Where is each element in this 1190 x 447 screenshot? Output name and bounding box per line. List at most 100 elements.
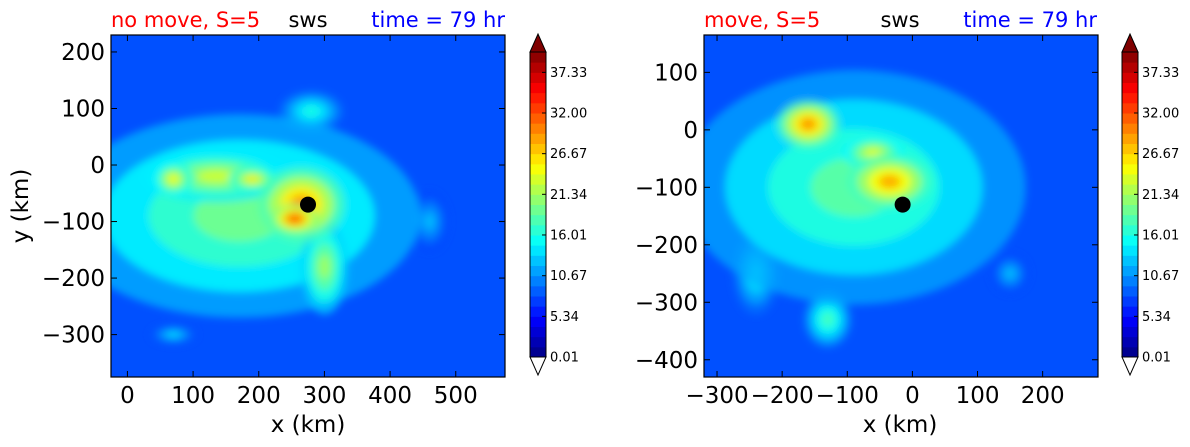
panel-2-y-tick-label: −300 — [635, 290, 698, 316]
colorbar-2-band — [1122, 245, 1138, 256]
panel-2-contour-blob — [1005, 268, 1015, 279]
colorbar-1-band — [530, 255, 546, 266]
panel-1-title-left: no move, S=5 — [111, 8, 260, 32]
panel-2-y-tick-label: −100 — [635, 175, 698, 201]
colorbar-1-band — [530, 316, 546, 327]
colorbar-2-frame — [1121, 51, 1139, 358]
panel-2-frame — [703, 34, 1099, 378]
panel-1-y-tick-label: 100 — [61, 96, 105, 122]
panel-1-y-axis-label: y (km) — [8, 169, 34, 244]
panel-1-title-center: sws — [288, 8, 327, 32]
colorbar-2-tick-label: 21.34 — [1142, 188, 1179, 203]
panel-1-x-tick-label: 300 — [302, 383, 346, 409]
panel-1-x-tick-label: 400 — [368, 383, 412, 409]
panel-1-y-tick-label: −100 — [42, 210, 105, 236]
colorbar-2-band — [1122, 174, 1138, 185]
panel-1-frame — [110, 34, 506, 378]
colorbar-1-band — [530, 296, 546, 307]
panel-1-x-tick-label: 200 — [237, 383, 281, 409]
panel-2-title-left: move, S=5 — [704, 8, 820, 32]
panel-2-x-tick-label: 200 — [1021, 383, 1065, 409]
colorbar-1-band — [530, 113, 546, 124]
colorbar-2-band — [1122, 204, 1138, 216]
colorbar-1-band — [530, 245, 546, 256]
colorbar-2-band — [1122, 92, 1138, 104]
colorbar-1-band — [530, 235, 546, 246]
colorbar-2-band — [1122, 336, 1138, 348]
colorbar-2-tick-label: 10.67 — [1142, 269, 1179, 284]
colorbar-1-band — [530, 133, 546, 144]
panel-1-y-tick-label: −200 — [42, 266, 105, 292]
panel-1-contour-blob — [246, 176, 259, 183]
colorbar-1: 37.33 32.00 26.67 21.34 16.01 10.67 5.34 0.01 — [529, 32, 587, 377]
panel-2-x-axis-label: x (km) — [863, 412, 938, 438]
panel-1-contour-blob — [168, 174, 179, 184]
colorbar-2-band — [1122, 235, 1138, 246]
colorbar-2-tick-label: 5.34 — [1142, 310, 1171, 325]
colorbar-2-band — [1122, 316, 1138, 327]
colorbar-1-band — [530, 143, 546, 155]
panel-1: no move, S=5 sws time = 79 hr 0 100 200 300… — [8, 8, 506, 438]
panel-2-x-tick-label: 100 — [956, 383, 1000, 409]
colorbar-2-band — [1122, 214, 1138, 226]
colorbar-2-tick-label: 16.01 — [1142, 228, 1179, 243]
panel-1-contour-blob — [303, 106, 320, 117]
colorbar-2-band — [1122, 224, 1138, 236]
colorbar-2-max-extension — [1121, 32, 1139, 53]
colorbar-2-band — [1122, 275, 1138, 287]
colorbar-1-band — [530, 123, 546, 134]
colorbar-1-band — [530, 265, 546, 277]
colorbar-2-band — [1122, 102, 1138, 114]
colorbar-2-band — [1122, 306, 1138, 317]
colorbar-1-min-extension — [529, 356, 547, 377]
panel-1-contour-blob — [167, 331, 180, 338]
panel-1-contour-blob — [318, 254, 331, 279]
colorbar-1-band — [530, 285, 546, 297]
colorbar-2-tick-label: 37.33 — [1142, 66, 1179, 81]
colorbar-1-tick-label: 16.01 — [550, 228, 587, 243]
colorbar-1-tick-label: 21.34 — [550, 188, 587, 203]
colorbar-2-band — [1122, 326, 1138, 338]
panel-2-contour-blob — [800, 118, 817, 131]
colorbar-1-band — [530, 102, 546, 114]
panel-2-y-tick-label: 100 — [654, 60, 698, 86]
colorbar-2-band — [1122, 184, 1138, 195]
panel-2-x-tick-label: −100 — [816, 383, 879, 409]
colorbar-1-band — [530, 224, 546, 236]
colorbar-2-band — [1122, 52, 1138, 63]
colorbar-1-band — [530, 92, 546, 104]
colorbar-2-band — [1122, 265, 1138, 277]
colorbar-1-band — [530, 52, 546, 63]
colorbar-2-tick-label: 32.00 — [1142, 107, 1179, 122]
colorbar-1-tick-label: 5.34 — [550, 310, 579, 325]
panel-1-contour-blob — [288, 214, 301, 223]
panel-1-x-tick-label: 100 — [171, 383, 215, 409]
colorbar-1-frame — [529, 51, 547, 358]
colorbar-2-band — [1122, 72, 1138, 83]
panel-2-y-tick-label: −400 — [635, 348, 698, 374]
colorbar-2: 37.33 32.00 26.67 21.34 16.01 10.67 5.34 0.01 — [1121, 32, 1179, 377]
panel-2-title-right: time = 79 hr — [963, 8, 1097, 32]
panel-2-contour-blob — [865, 148, 882, 158]
panel-2-storm-center-marker — [894, 196, 911, 213]
colorbar-1-band — [530, 184, 546, 195]
panel-1-x-axis-label: x (km) — [271, 412, 346, 438]
colorbar-1-max-extension — [529, 32, 547, 53]
colorbar-2-min-extension — [1121, 356, 1139, 377]
colorbar-1-tick-label: 26.67 — [550, 147, 587, 162]
colorbar-1-band — [530, 62, 546, 73]
colorbar-2-band — [1122, 255, 1138, 266]
colorbar-2-band — [1122, 346, 1138, 358]
colorbar-1-band — [530, 275, 546, 287]
colorbar-2-band — [1122, 143, 1138, 155]
panel-1-x-tick-label: 0 — [120, 383, 135, 409]
colorbar-1-band — [530, 163, 546, 175]
panel-1-y-tick-label: 0 — [90, 153, 105, 179]
colorbar-2-band — [1122, 194, 1138, 205]
colorbar-1-band — [530, 204, 546, 216]
colorbar-2-band — [1122, 163, 1138, 175]
panel-2-y-tick-label: −200 — [635, 233, 698, 259]
panel-2-contour-blob — [821, 312, 834, 327]
colorbar-2-band — [1122, 62, 1138, 73]
